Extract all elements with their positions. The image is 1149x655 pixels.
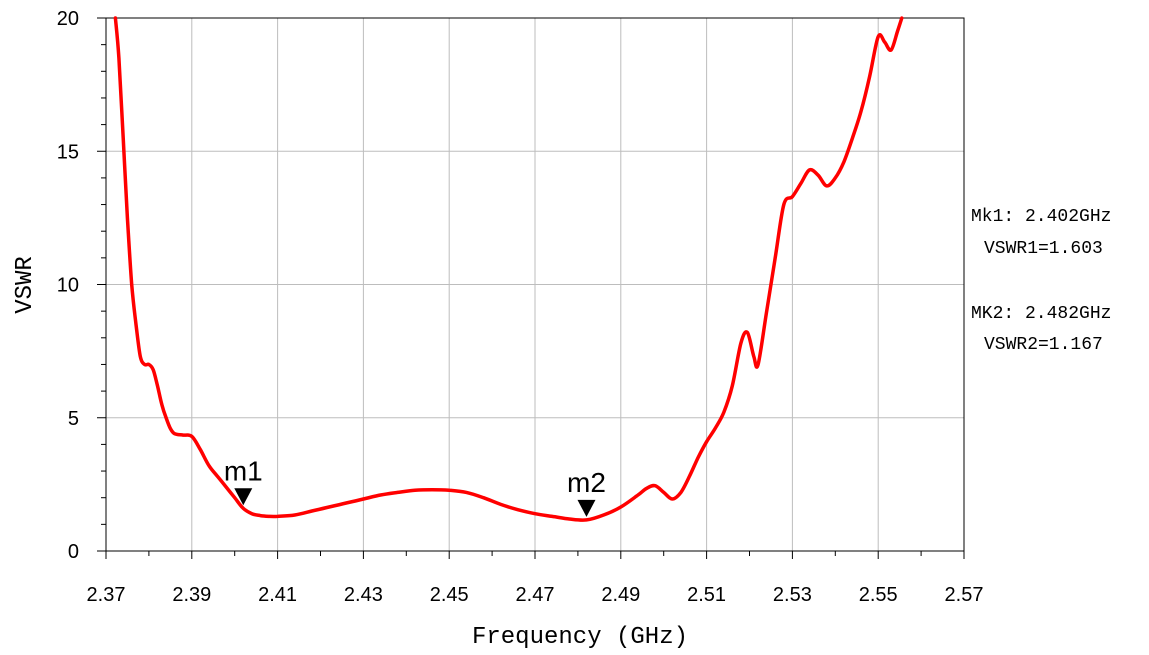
- marker2-vswr-readout: VSWR2=1.167: [984, 335, 1103, 355]
- y-tick-label: 20: [57, 8, 79, 30]
- grid-lines: [106, 18, 964, 551]
- marker-m1-triangle: [234, 488, 253, 506]
- x-tick-label: 2.45: [430, 584, 469, 606]
- y-tick-label: 15: [57, 141, 79, 163]
- marker2-frequency-readout: MK2: 2.482GHz: [971, 304, 1111, 324]
- x-tick-label: 2.37: [87, 584, 126, 606]
- x-tick-label: 2.55: [859, 584, 898, 606]
- x-tick-label: 2.53: [773, 584, 812, 606]
- x-axis-label: Frequency (GHz): [472, 624, 688, 651]
- y-tick-label: 0: [68, 541, 79, 563]
- x-tick-label: 2.39: [172, 584, 211, 606]
- marker1-frequency-readout: Mk1: 2.402GHz: [971, 207, 1111, 227]
- x-axis-tick-labels: 2.37 2.39 2.41 2.43 2.45 2.47 2.49 2.51 2.53 2.55…: [87, 584, 984, 606]
- vswr-series-line: [113, 16, 904, 522]
- x-tick-label: 2.49: [601, 584, 640, 606]
- markers: m1 m2: [224, 455, 606, 517]
- axis-ticks: [97, 17, 965, 559]
- marker1-vswr-readout: VSWR1=1.603: [984, 239, 1103, 259]
- y-tick-label: 10: [57, 275, 79, 297]
- y-axis-label: VSWR: [12, 256, 39, 314]
- x-tick-label: 2.51: [687, 584, 726, 606]
- x-tick-label: 2.41: [258, 584, 297, 606]
- x-tick-label: 2.57: [945, 584, 984, 606]
- y-tick-label: 5: [68, 408, 79, 430]
- marker-m2-label: m2: [567, 467, 606, 498]
- y-axis-tick-labels: 0 5 10 15 20: [57, 8, 79, 563]
- marker-m1-label: m1: [224, 455, 263, 486]
- x-tick-label: 2.47: [516, 584, 555, 606]
- x-tick-label: 2.43: [344, 584, 383, 606]
- marker-m2-triangle: [577, 499, 596, 517]
